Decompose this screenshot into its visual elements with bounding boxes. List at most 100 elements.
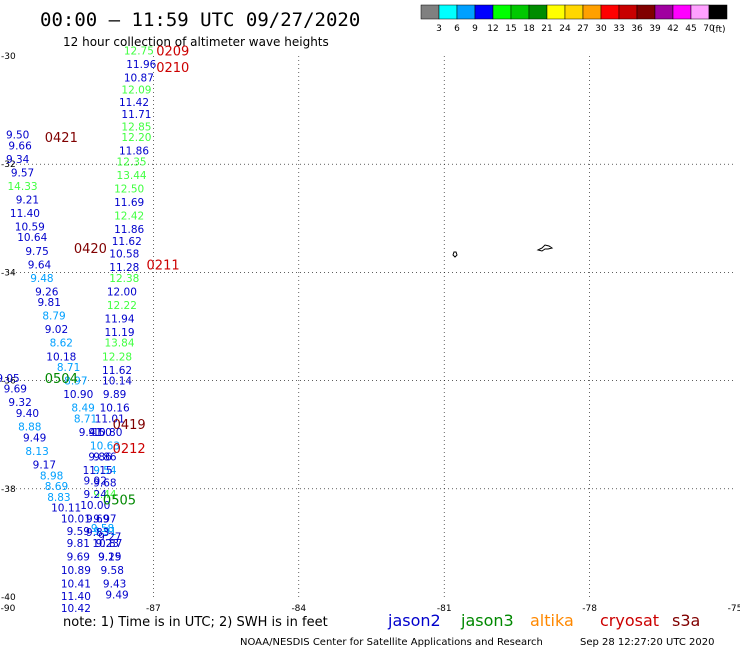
legend-label: 21 (541, 24, 552, 34)
swh-value: 9.69 (67, 551, 90, 563)
legend-swatch (708, 4, 728, 20)
map-subtitle: 12 hour collection of altimeter wave hei… (63, 35, 329, 49)
swh-value: 8.97 (64, 376, 87, 388)
pass-time-label: 0212 (113, 442, 146, 457)
swh-value: 9.59 (67, 526, 90, 538)
satellite-name: jason2 (387, 611, 441, 630)
swh-value: 11.96 (126, 59, 156, 71)
legend-label: 39 (649, 24, 661, 34)
swh-value: 9.81 (67, 538, 90, 550)
legend-label: 33 (613, 24, 624, 34)
swh-value: 9.49 (23, 432, 46, 444)
swh-value: 14.33 (8, 181, 38, 193)
swh-value: 9.05 (0, 373, 20, 385)
swh-value: 9.92 (84, 476, 107, 488)
legend-label: 70 (703, 24, 715, 34)
legend-label: 6 (454, 24, 460, 34)
lon-tick-label: -87 (146, 604, 161, 614)
swh-value: 11.40 (61, 591, 91, 603)
swh-value: 9.48 (30, 273, 53, 285)
lon-tick-label: -90 (1, 604, 16, 614)
legend-swatch (456, 4, 476, 20)
swh-value: 12.20 (121, 132, 151, 144)
swh-value: 11.94 (104, 313, 134, 325)
swh-value: 10.64 (17, 232, 47, 244)
swh-value: 11.62 (112, 236, 142, 248)
pass-time-label: 0419 (113, 418, 146, 433)
swh-value: 8.98 (40, 470, 63, 482)
legend-swatch (420, 4, 440, 20)
swh-value: 9.58 (101, 565, 124, 577)
pass-time-label: 0421 (45, 131, 78, 146)
swh-value: 11.40 (10, 208, 40, 220)
swh-value: 12.75 (124, 46, 154, 58)
swh-value: 12.28 (102, 351, 132, 363)
swh-value: 13.44 (117, 170, 147, 182)
legend-label: 36 (631, 24, 643, 34)
swh-value: 12.35 (117, 156, 147, 168)
lon-tick-label: -84 (291, 604, 306, 614)
swh-value: 11.15 (83, 465, 113, 477)
legend-label: 12 (487, 24, 498, 34)
legend-label: 27 (577, 24, 588, 34)
swh-value: 8.71 (57, 362, 80, 374)
lat-tick-label: -40 (1, 593, 16, 603)
lat-tick-label: -36 (1, 377, 16, 387)
island-shape (452, 251, 458, 258)
swh-value: 9.81 (38, 297, 61, 309)
swh-value: 9.02 (45, 324, 68, 336)
footer-timestamp: Sep 28 12:27:20 UTC 2020 (580, 637, 714, 648)
swh-value: 9.41 (79, 427, 102, 439)
legend-swatch (510, 4, 530, 20)
swh-value: 9.91 (93, 526, 116, 538)
swh-value: 9.54 (93, 465, 117, 477)
swh-value: 9.32 (8, 397, 31, 409)
legend-swatch (690, 4, 710, 20)
swh-value: 11.28 (109, 262, 139, 274)
pass-time-label: 0211 (147, 258, 180, 273)
swh-value: 9.66 (8, 140, 32, 152)
legend-swatch (672, 4, 692, 20)
satellite-name: jason3 (460, 611, 514, 630)
swh-value: 9.75 (25, 246, 48, 258)
pass-time-label: 0209 (156, 45, 189, 60)
swh-value: 8.79 (42, 311, 65, 323)
swh-value: 9.58 (91, 523, 114, 535)
swh-value: 9.69 (86, 514, 109, 526)
swh-value: 10.90 (63, 389, 93, 401)
legend-swatch (654, 4, 674, 20)
swh-value: 9.43 (103, 578, 126, 590)
legend-label: 18 (523, 24, 535, 34)
swh-value: 11.69 (114, 197, 144, 209)
swh-value: 10.14 (102, 376, 132, 388)
satellite-name: s3a (672, 611, 700, 630)
swh-value: 9.83 (86, 527, 109, 539)
legend-swatch (474, 4, 494, 20)
swh-value: 11.62 (102, 365, 132, 377)
lat-tick-label: -30 (1, 52, 16, 62)
swh-value: 9.86 (88, 451, 112, 463)
swh-value: 9.34 (6, 154, 30, 166)
swh-value: 10.18 (46, 351, 76, 363)
lat-tick-label: -38 (1, 485, 16, 495)
swh-value: 9.26 (35, 286, 59, 298)
pass-time-label: 0210 (156, 61, 189, 76)
swh-value: 9.19 (98, 551, 121, 563)
swh-value: 12.00 (107, 286, 137, 298)
legend-label: 45 (685, 24, 696, 34)
swh-value: 12.22 (107, 300, 137, 312)
legend-label: 9 (472, 24, 478, 34)
swh-value: 9.44 (93, 489, 117, 501)
swh-value: 10.80 (92, 427, 122, 439)
map-title: 00:00 – 11:59 UTC 09/27/2020 (40, 9, 360, 31)
swh-value: 10.41 (61, 578, 91, 590)
swh-value: 13.84 (104, 338, 134, 350)
swh-value: 10.87 (92, 538, 122, 550)
swh-value: 8.83 (47, 492, 70, 504)
legend-swatch (636, 4, 656, 20)
swh-value: 11.86 (114, 224, 144, 236)
legend-label: 42 (667, 24, 678, 34)
